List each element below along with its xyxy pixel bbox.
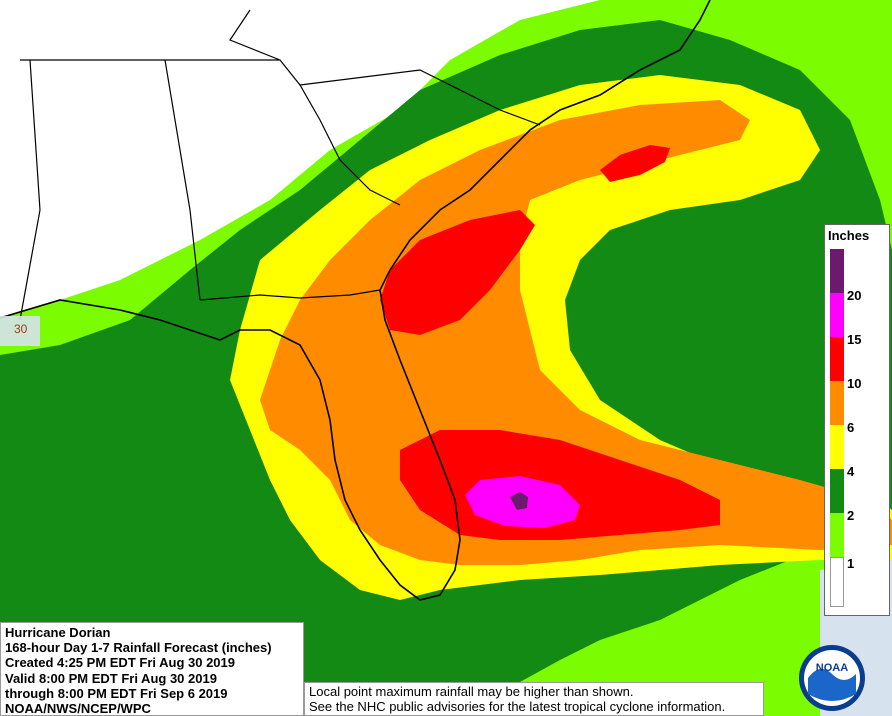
legend-swatch-2 [830, 469, 844, 513]
legend-swatch-1 [830, 513, 844, 557]
water-gulf [0, 316, 40, 346]
disclaimer-line-1: Local point maximum rainfall may be high… [309, 684, 634, 699]
noaa-logo-text: NOAA [816, 662, 848, 674]
forecast-info-box: Hurricane Dorian 168-hour Day 1-7 Rainfa… [0, 622, 304, 716]
legend-label-20: 20 [847, 288, 862, 303]
info-valid: Valid 8:00 PM EDT Fri Aug 30 2019 [5, 670, 217, 686]
rain-contour-10in-north [380, 210, 535, 335]
latitude-label: 30 [14, 322, 28, 336]
coastline [0, 0, 711, 601]
disclaimer-box: Local point maximum rainfall may be high… [304, 682, 764, 716]
legend-swatch-0 [830, 557, 844, 607]
info-created: Created 4:25 PM EDT Fri Aug 30 2019 [5, 655, 235, 671]
legend-label-4: 4 [847, 464, 855, 479]
noaa-logo: NOAA [799, 645, 865, 711]
info-agency: NOAA/NWS/NCEP/WPC [5, 701, 151, 716]
rain-contour-20in [510, 492, 528, 510]
disclaimer-line-2: See the NHC public advisories for the la… [309, 699, 726, 714]
legend-label-2: 2 [847, 508, 855, 523]
legend-swatch-6 [830, 381, 844, 425]
legend-swatch-15 [830, 293, 844, 337]
legend-label-1: 1 [847, 556, 855, 571]
legend-label-10: 10 [847, 376, 862, 391]
legend-swatch-20 [830, 249, 844, 293]
legend-title: Inches [828, 228, 870, 243]
legend-label-15: 15 [847, 332, 862, 347]
legend: Inches 20 15 10 6 4 2 1 [824, 224, 890, 616]
info-product: 168-hour Day 1-7 Rainfall Forecast (inch… [5, 640, 272, 656]
info-through: through 8:00 PM EDT Fri Sep 6 2019 [5, 685, 228, 701]
info-storm-name: Hurricane Dorian [5, 625, 111, 640]
legend-swatch-10 [830, 337, 844, 381]
legend-swatch-4 [830, 425, 844, 469]
state-borders [19, 9, 541, 321]
legend-label-6: 6 [847, 420, 855, 435]
rain-contour-10in-ne [600, 145, 670, 182]
